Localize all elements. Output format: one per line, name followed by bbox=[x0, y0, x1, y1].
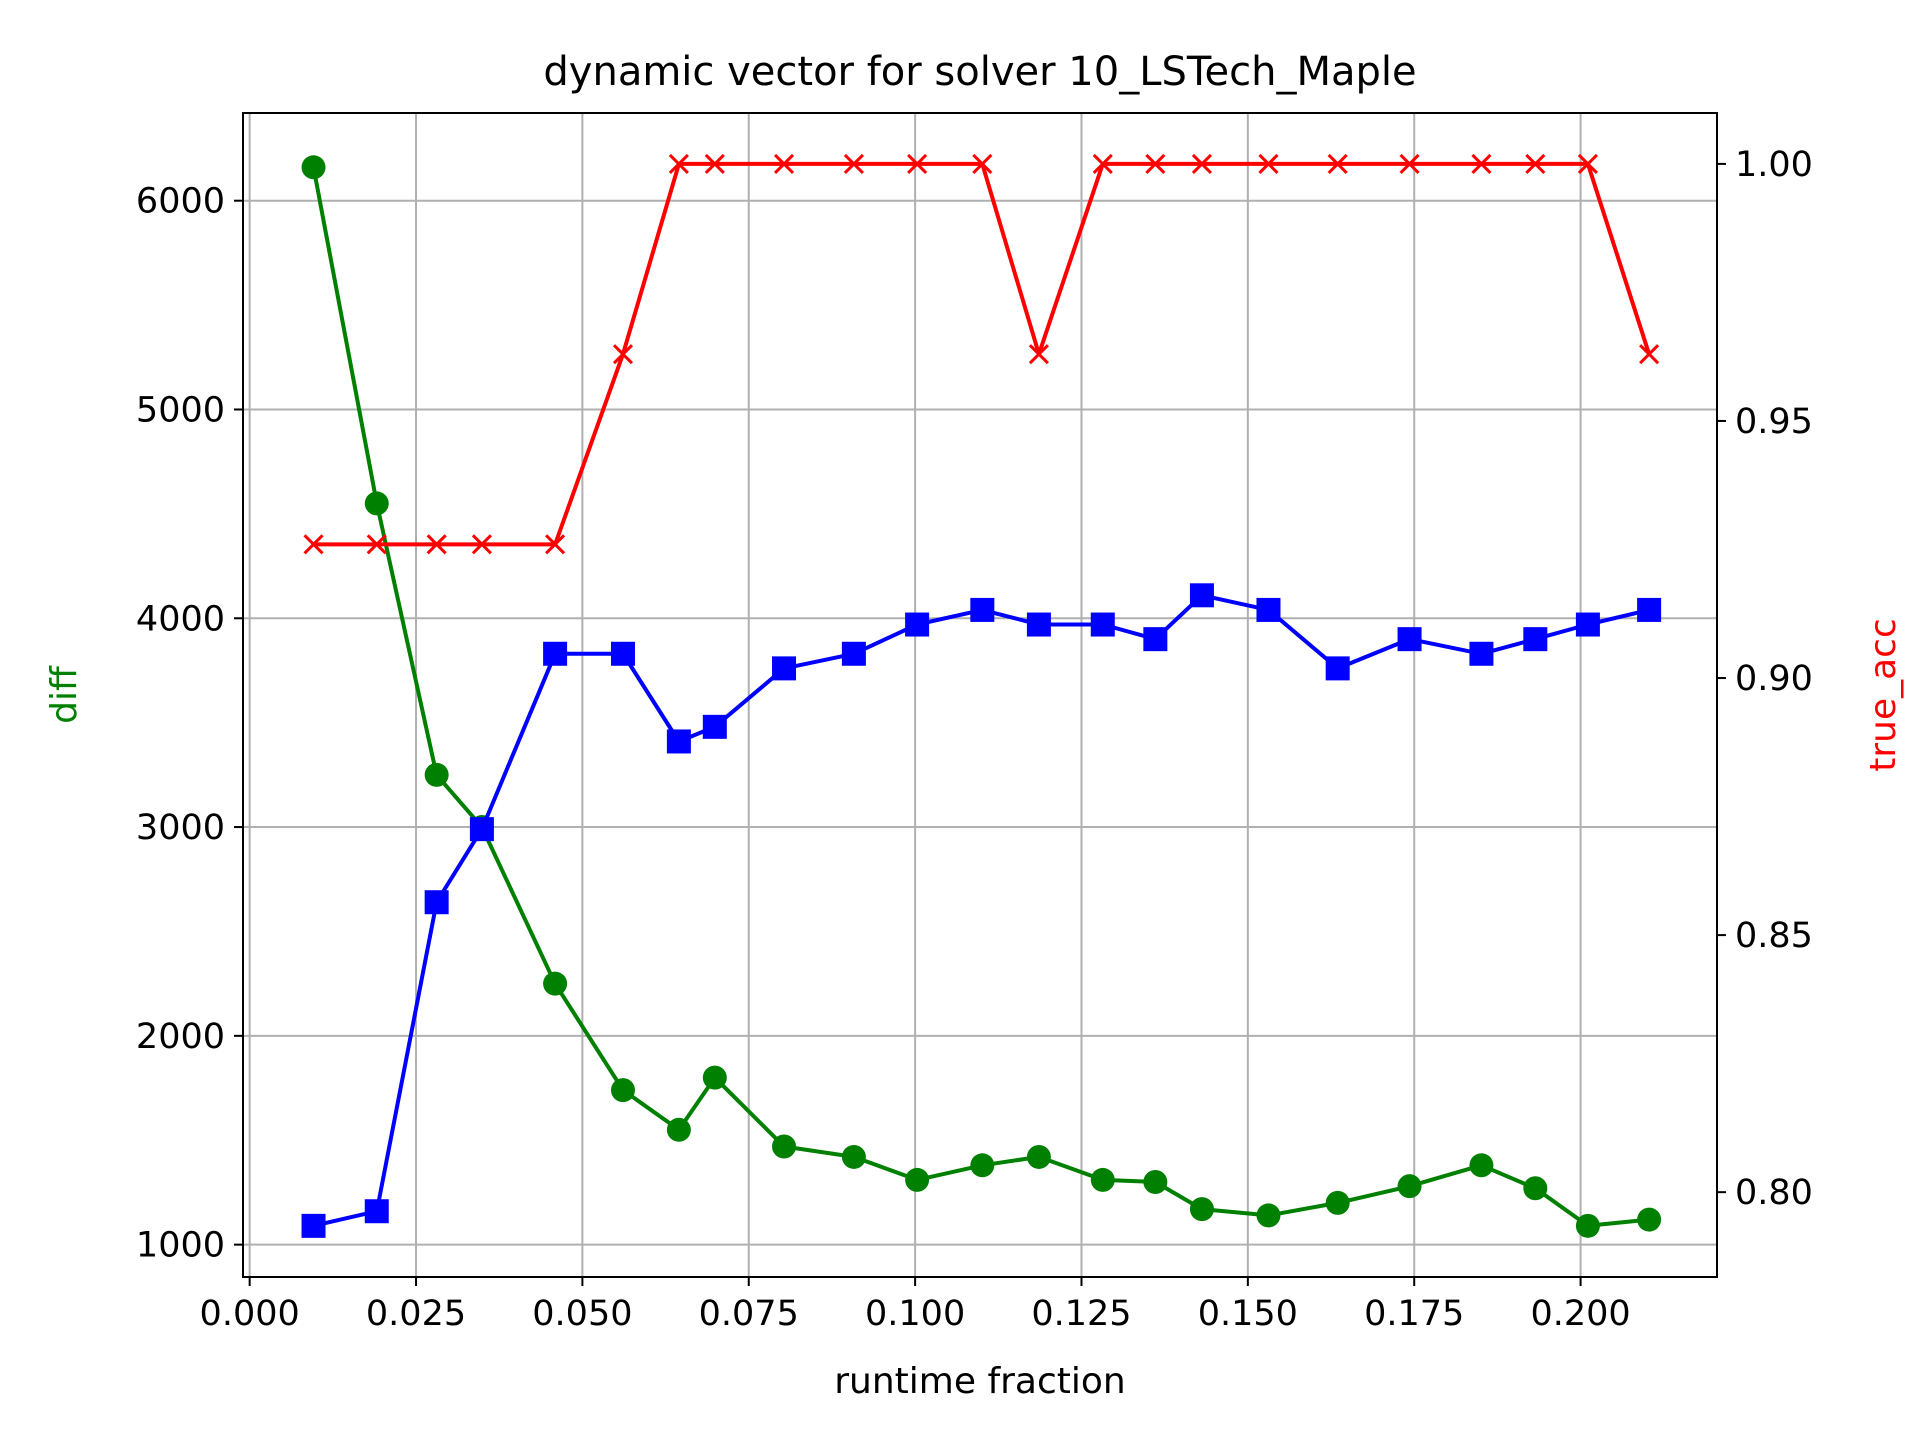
y-left-tick-label: 1000 bbox=[136, 1226, 225, 1266]
plot-frame bbox=[242, 112, 1718, 1278]
data-point bbox=[702, 1065, 727, 1090]
data-point bbox=[1092, 153, 1113, 174]
data-point bbox=[1143, 1170, 1168, 1195]
data-point bbox=[471, 534, 492, 555]
x-tick-label: 0.125 bbox=[1031, 1294, 1131, 1334]
y-right-tick-label: 0.80 bbox=[1735, 1173, 1813, 1213]
data-point bbox=[303, 534, 324, 555]
data-point bbox=[543, 641, 568, 666]
x-axis-label: runtime fraction bbox=[834, 1361, 1126, 1402]
data-point bbox=[1397, 627, 1422, 652]
y-left-tick-label: 6000 bbox=[136, 182, 225, 222]
data-point bbox=[1469, 641, 1494, 666]
data-point bbox=[364, 491, 389, 516]
y-right-tick-label: 0.90 bbox=[1735, 659, 1813, 699]
data-point bbox=[1637, 1207, 1662, 1232]
x-tick-label: 0.150 bbox=[1198, 1294, 1298, 1334]
data-point bbox=[1575, 1213, 1600, 1238]
y-left-tick-label: 3000 bbox=[136, 808, 225, 848]
data-point bbox=[612, 344, 634, 365]
y-right-tick-label: 1.00 bbox=[1735, 145, 1813, 185]
data-point bbox=[905, 1167, 930, 1192]
data-point bbox=[1143, 627, 1168, 652]
data-point bbox=[1471, 153, 1492, 174]
x-tick-label: 0.050 bbox=[532, 1294, 632, 1334]
data-point bbox=[1325, 1190, 1350, 1215]
data-point bbox=[1028, 344, 1049, 365]
data-point bbox=[668, 153, 689, 174]
data-point bbox=[1189, 583, 1214, 608]
axis-layer: 0.000 0.025 0.050 0.075 0.100 0.125 0.150 0.175… bbox=[136, 145, 1813, 1334]
data-point bbox=[1577, 153, 1598, 174]
data-point bbox=[1637, 597, 1662, 622]
data-point bbox=[366, 534, 387, 555]
data-point bbox=[1191, 153, 1212, 174]
data-point bbox=[1026, 612, 1051, 637]
data-point bbox=[1256, 1203, 1281, 1228]
data-point bbox=[301, 155, 326, 180]
data-point bbox=[424, 762, 449, 787]
data-point bbox=[1523, 627, 1548, 652]
data-point bbox=[772, 1134, 797, 1159]
data-point bbox=[610, 1078, 635, 1103]
y-axis-right-label: true_acc bbox=[1863, 618, 1904, 772]
x-tick-label: 0.025 bbox=[366, 1294, 466, 1334]
x-tick-label: 0.100 bbox=[865, 1294, 965, 1334]
data-point bbox=[1327, 153, 1348, 174]
data-point bbox=[773, 153, 795, 174]
data-point bbox=[905, 612, 930, 637]
x-tick-label: 0.200 bbox=[1530, 1294, 1630, 1334]
data-point bbox=[610, 641, 635, 666]
data-point bbox=[545, 534, 566, 555]
data-point bbox=[1469, 1153, 1494, 1178]
y-axis-left-label: diff bbox=[44, 665, 85, 724]
data-point bbox=[1145, 153, 1166, 174]
data-point bbox=[469, 817, 494, 842]
data-point bbox=[972, 153, 993, 174]
data-point bbox=[1026, 1144, 1051, 1169]
data-point bbox=[543, 971, 568, 996]
data-point bbox=[424, 890, 449, 915]
y-left-tick-label: 2000 bbox=[136, 1017, 225, 1057]
data-point bbox=[1397, 1174, 1422, 1199]
data-point bbox=[970, 1153, 995, 1178]
x-tick-label: 0.175 bbox=[1364, 1294, 1464, 1334]
data-point bbox=[666, 1117, 691, 1142]
x-tick-label: 0.000 bbox=[200, 1294, 300, 1334]
data-point bbox=[841, 1144, 866, 1169]
data-point bbox=[841, 641, 866, 666]
data-point bbox=[907, 153, 928, 174]
data-point bbox=[1090, 1167, 1115, 1192]
data-point bbox=[426, 534, 447, 555]
data-point bbox=[1639, 344, 1660, 365]
y-left-tick-label: 4000 bbox=[136, 599, 225, 639]
y-left-tick-label: 5000 bbox=[136, 390, 225, 430]
chart-title: dynamic vector for solver 10_LSTech_Mapl… bbox=[543, 49, 1416, 95]
data-point bbox=[843, 153, 864, 174]
data-point bbox=[1256, 597, 1281, 622]
data-point bbox=[970, 597, 995, 622]
data-point bbox=[1258, 153, 1279, 174]
data-point bbox=[1575, 612, 1600, 637]
data-point bbox=[702, 714, 727, 739]
data-point bbox=[1090, 612, 1115, 637]
data-point bbox=[1325, 656, 1350, 681]
series-layer bbox=[301, 153, 1662, 1238]
data-point bbox=[1399, 153, 1420, 174]
y-right-tick-label: 0.85 bbox=[1735, 916, 1813, 956]
data-point bbox=[1523, 1176, 1548, 1201]
data-point bbox=[772, 656, 797, 681]
data-point bbox=[704, 153, 725, 174]
data-point bbox=[1525, 153, 1546, 174]
data-point bbox=[666, 729, 691, 754]
data-point bbox=[301, 1213, 326, 1238]
data-point bbox=[364, 1199, 389, 1224]
data-point bbox=[1189, 1197, 1214, 1222]
y-right-tick-label: 0.95 bbox=[1735, 402, 1813, 442]
x-tick-label: 0.075 bbox=[699, 1294, 799, 1334]
